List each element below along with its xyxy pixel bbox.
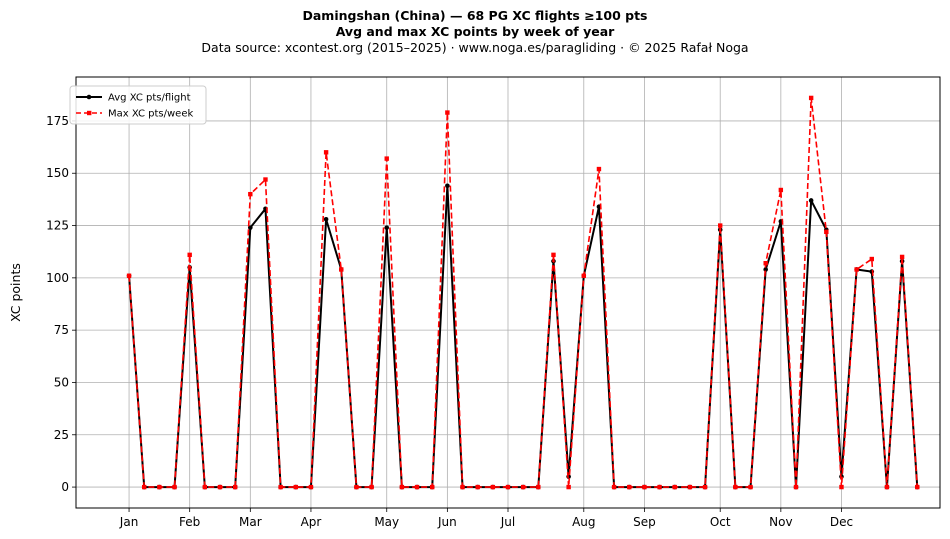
data-point-max bbox=[142, 484, 147, 490]
legend-marker-2 bbox=[87, 110, 92, 116]
data-point-max bbox=[445, 110, 450, 115]
legend: Avg XC pts/flight Max XC pts/week bbox=[69, 85, 207, 125]
data-point-max bbox=[778, 187, 784, 193]
data-point-max bbox=[354, 484, 359, 490]
data-point-max bbox=[869, 256, 874, 262]
y-tick-label: 25 bbox=[54, 428, 69, 442]
data-point-max bbox=[399, 484, 405, 490]
data-point-avg bbox=[808, 198, 814, 203]
data-point-avg bbox=[445, 183, 450, 189]
x-axis: Jan Feb Mar Apr May Jun Jul Aug Sep Oct Nov Dec bbox=[119, 508, 853, 529]
data-point-max bbox=[657, 484, 662, 490]
data-point-max bbox=[263, 177, 268, 182]
series-line-1 bbox=[128, 184, 919, 489]
legend-label-1: Avg XC pts/flight bbox=[108, 93, 191, 104]
y-tick-label: 175 bbox=[46, 114, 69, 128]
data-point-max bbox=[217, 484, 223, 490]
data-point-max bbox=[520, 484, 526, 490]
data-point-max bbox=[672, 484, 677, 490]
legend-marker-1 bbox=[86, 94, 92, 100]
x-tick-label: May bbox=[374, 515, 399, 529]
data-point-max bbox=[278, 484, 283, 490]
x-tick-label: Jul bbox=[500, 515, 515, 529]
y-tick-label: 0 bbox=[61, 480, 69, 494]
data-point-max bbox=[475, 484, 480, 490]
data-point-avg bbox=[323, 216, 329, 222]
data-point-max bbox=[369, 484, 374, 490]
data-point-max bbox=[687, 484, 693, 490]
x-tick-label: Jun bbox=[437, 515, 457, 529]
data-point-max bbox=[293, 484, 298, 490]
data-point-max bbox=[536, 484, 541, 490]
data-point-max bbox=[884, 484, 890, 490]
data-point-avg bbox=[384, 225, 390, 230]
data-point-max bbox=[915, 484, 920, 490]
y-tick-label: 150 bbox=[46, 166, 69, 180]
y-tick-label: 75 bbox=[54, 323, 69, 337]
data-point-max bbox=[793, 484, 799, 490]
grid-lines bbox=[76, 77, 940, 508]
series-layer bbox=[126, 95, 920, 490]
data-point-max bbox=[718, 223, 723, 228]
data-point-max bbox=[490, 484, 496, 490]
data-point-max bbox=[157, 484, 162, 490]
data-point-max bbox=[611, 484, 617, 490]
chart-subtitle: Avg and max XC points by week of year bbox=[335, 24, 615, 39]
x-tick-label: Dec bbox=[830, 515, 853, 529]
chart-title-block: Damingshan (China) — 68 PG XC flights ≥1… bbox=[0, 8, 950, 56]
y-axis: 0 25 50 75 100 125 150 175 bbox=[46, 114, 76, 494]
data-point-max bbox=[566, 484, 571, 490]
data-point-max bbox=[248, 191, 253, 197]
data-point-max bbox=[854, 267, 859, 272]
data-point-max bbox=[323, 150, 329, 155]
data-point-max bbox=[581, 273, 586, 278]
data-point-max bbox=[202, 484, 208, 490]
data-point-max bbox=[308, 484, 314, 490]
x-tick-label: Jan bbox=[119, 515, 139, 529]
data-point-max bbox=[642, 484, 647, 490]
data-point-max bbox=[808, 95, 814, 101]
y-tick-label: 50 bbox=[54, 375, 69, 389]
chart-title: Damingshan (China) — 68 PG XC flights ≥1… bbox=[302, 8, 648, 23]
x-tick-label: Sep bbox=[633, 515, 656, 529]
x-tick-label: Feb bbox=[179, 515, 200, 529]
data-point-max bbox=[187, 252, 192, 258]
data-point-max bbox=[460, 484, 465, 490]
data-point-max bbox=[414, 484, 420, 490]
x-tick-label: Apr bbox=[301, 515, 322, 529]
x-tick-label: Oct bbox=[710, 515, 731, 529]
data-point-max bbox=[172, 484, 177, 490]
x-tick-label: Aug bbox=[572, 515, 595, 529]
data-point-max bbox=[505, 484, 511, 490]
data-point-max bbox=[551, 252, 556, 258]
data-point-max bbox=[627, 484, 632, 490]
data-point-max bbox=[763, 261, 768, 266]
data-point-max bbox=[733, 484, 738, 490]
data-point-max bbox=[596, 166, 602, 172]
data-point-max bbox=[702, 484, 708, 490]
data-point-max bbox=[748, 484, 753, 490]
x-tick-label: Nov bbox=[769, 515, 792, 529]
legend-box bbox=[69, 85, 207, 125]
y-tick-label: 125 bbox=[46, 219, 69, 233]
data-point-max bbox=[839, 484, 844, 490]
data-point-max bbox=[384, 156, 389, 161]
legend-label-2: Max XC pts/week bbox=[108, 109, 193, 120]
y-axis-label: XC points bbox=[8, 263, 23, 322]
y-tick-label: 100 bbox=[46, 271, 69, 285]
data-source-line: Data source: xcontest.org (2015–2025) · … bbox=[201, 40, 749, 55]
data-point-avg bbox=[248, 225, 253, 230]
data-point-max bbox=[430, 484, 435, 490]
data-point-max bbox=[232, 484, 238, 490]
data-point-max bbox=[824, 229, 829, 235]
x-tick-label: Mar bbox=[239, 515, 262, 529]
data-point-max bbox=[339, 267, 344, 272]
data-point-max bbox=[899, 254, 905, 260]
data-point-max bbox=[126, 273, 132, 278]
